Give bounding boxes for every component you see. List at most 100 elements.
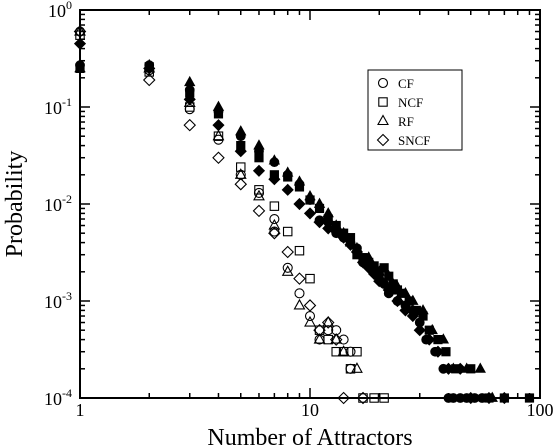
square-point [323,334,333,345]
data-markers [73,24,535,405]
triangle-point [184,75,196,87]
square-point [254,185,264,195]
legend-triangle-icon [377,114,389,126]
triangle-point [363,251,375,262]
legend-circle-icon [377,77,389,89]
diamond-point [413,324,426,337]
series-sncf [73,25,370,405]
triangle-point [253,189,265,201]
diamond-point [183,118,197,132]
triangle-point [282,166,294,177]
diamond-point [183,93,196,106]
square-point [338,346,349,357]
square-point [282,226,293,237]
diamond-point [281,245,294,259]
triangle-point [304,315,316,327]
diamond-point [329,333,343,346]
diamond-point [454,362,467,375]
x-tick-label: 1 [76,400,85,420]
diamond-point [293,197,306,211]
square-point [352,346,362,357]
triangle-point [74,24,86,36]
square-point [369,393,379,403]
diamond-point [356,391,370,405]
diamond-point [321,316,335,329]
legend-diamond-icon [376,133,390,147]
circle-point [269,213,280,225]
circle-point [282,262,293,273]
legend: CF NCF RF SNCF [367,69,463,151]
series-sncf-filled [73,37,511,405]
diamond-point [344,238,357,251]
square-point [269,201,280,211]
diamond-point [73,25,87,38]
diamond-point [373,275,386,288]
square-point [358,393,368,403]
triangle-point [212,100,225,111]
diamond-point [406,309,419,323]
legend-square-icon [378,97,388,107]
triangle-point [268,154,281,165]
triangle-point [391,280,404,291]
triangle-point [281,265,294,276]
legend-label: NCF [398,95,423,110]
diamond-point [330,225,343,238]
x-axis-title: Number of Attractors [207,425,412,448]
legend-label: RF [398,114,414,129]
diamond-point [268,226,281,240]
square-point [236,162,246,172]
diamond-point [337,231,350,244]
legend-label: SNCF [398,133,431,148]
diamond-point [268,173,281,186]
y-tick-label: 10-3 [44,289,72,312]
diamond-point [73,37,87,50]
triangle-point [268,218,281,230]
triangle-point [437,333,450,344]
square-point [379,393,389,403]
x-tick-label: 100 [527,400,554,420]
triangle-point [313,332,326,344]
triangle-point [337,345,350,356]
y-tick-label: 10-4 [44,386,72,409]
square-point [294,245,305,256]
diamond-point [234,145,247,158]
legend-label: CF [398,76,414,91]
diamond-point [423,333,436,346]
diamond-point [362,261,375,274]
diamond-point [399,304,412,317]
triangle-point [235,125,247,136]
legend-box [367,69,463,151]
square-point [524,393,535,403]
square-point [345,364,356,374]
y-tick-label: 100 [48,0,72,21]
diamond-point [313,323,326,337]
triangle-point [313,197,326,208]
diamond-point [212,119,225,132]
diamond-point [212,151,225,164]
triangle-point [474,362,486,373]
diamond-point [464,391,477,405]
diamond-point [337,391,350,405]
triangle-point [304,189,316,201]
diamond-point [293,272,306,285]
series-ncf-filled [75,62,535,403]
diamond-point [442,362,455,375]
triangle-point [330,332,343,344]
series-ncf [75,30,389,403]
triangle-point [293,175,306,186]
diamond-point [252,164,266,177]
diamond-point [234,177,248,191]
diamond-point [498,391,511,405]
triangle-point [351,362,363,373]
diamond-point [368,267,381,281]
triangle-point [322,315,335,327]
axis-ticks: 1 10 100 10-4 10-3 10-2 10-1 100 [44,0,554,420]
square-point [254,153,264,163]
diamond-point [303,299,317,312]
triangle-point [383,269,395,281]
circle-point [345,346,356,357]
triangle-point [399,286,412,298]
x-tick-label: 10 [301,400,319,420]
diamond-point [350,245,364,259]
